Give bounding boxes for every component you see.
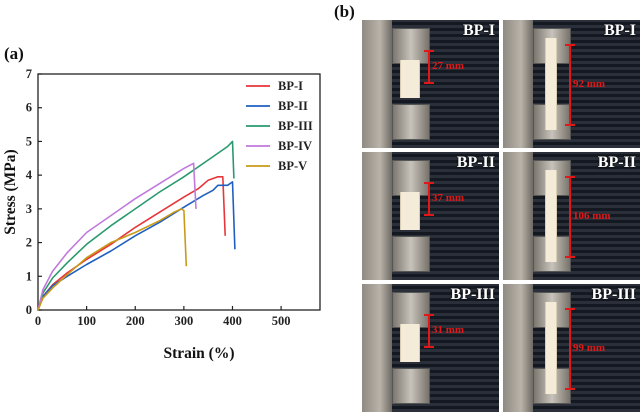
series-line-bp-ii (37, 181, 236, 311)
length-dimension-bar (565, 44, 575, 126)
plot-frame (37, 73, 321, 311)
specimen-strip (400, 192, 420, 230)
specimen-strip (545, 38, 557, 130)
x-tick-label: 300 (174, 314, 193, 328)
length-label: 31 mm (432, 324, 465, 336)
tensile-photo-grid: 27 mm BP-I 92 mm BP-I 37 mm BP-II 106 mm BP-II 3… (362, 20, 640, 412)
legend-label-bp-ii: BP-II (278, 99, 308, 113)
legend-label-bp-v: BP-V (278, 159, 307, 173)
legend-label-bp-iii: BP-III (278, 119, 313, 133)
series-line-bp-i (37, 176, 226, 311)
y-tick-label: 2 (26, 236, 32, 250)
y-axis-title: Stress (MPa) (2, 149, 19, 234)
y-tick-label: 0 (26, 303, 32, 317)
length-dimension-bar (424, 182, 434, 216)
x-tick-label: 500 (272, 314, 291, 328)
length-label: 37 mm (432, 192, 465, 204)
length-dimension-bar (424, 314, 434, 348)
sample-label: BP-I (604, 22, 636, 39)
upper-grip (392, 28, 430, 64)
panel-b-label: (b) (334, 2, 355, 21)
length-dimension-bar (424, 50, 434, 84)
specimen-strip (545, 170, 557, 262)
x-tick-label: 200 (126, 314, 145, 328)
tensile-photo-bp-iii-stretched: 99 mm BP-III (503, 284, 640, 412)
x-axis-title: Strain (%) (163, 345, 234, 362)
length-dimension-bar (565, 176, 575, 258)
x-tick-label: 100 (77, 314, 96, 328)
y-tick-label: 1 (26, 269, 32, 283)
specimen-strip (400, 60, 420, 98)
legend-label-bp-i: BP-I (278, 79, 303, 93)
y-tick-label: 4 (26, 168, 33, 182)
legend-label-bp-iv: BP-IV (278, 139, 312, 153)
stress-strain-chart: 0 100 200 300 400 500 0 1 2 3 4 5 6 7 Strain (%) Stress… (2, 67, 321, 362)
tensile-photo-bp-i-initial: 27 mm BP-I (362, 20, 499, 148)
sample-label: BP-II (597, 154, 636, 171)
lower-grip (392, 104, 430, 140)
upper-grip (392, 292, 430, 328)
y-tick-label: 3 (26, 202, 32, 216)
y-tick-label: 6 (26, 101, 32, 115)
length-label: 99 mm (573, 342, 606, 354)
tensile-photo-bp-iii-initial: 31 mm BP-III (362, 284, 499, 412)
y-tick-label: 5 (26, 134, 32, 148)
specimen-strip (545, 302, 557, 394)
sample-label: BP-III (450, 286, 495, 303)
specimen-strip (400, 324, 420, 362)
sample-label: BP-II (456, 154, 495, 171)
tensile-photo-bp-i-stretched: 92 mm BP-I (503, 20, 640, 148)
lower-grip (392, 368, 430, 404)
series-line-bp-v (37, 208, 188, 311)
y-tick-label: 7 (26, 67, 32, 81)
series-line-bp-iii (37, 140, 235, 311)
length-label: 92 mm (573, 78, 606, 90)
length-dimension-bar (565, 308, 575, 390)
tensile-photo-bp-ii-stretched: 106 mm BP-II (503, 152, 640, 280)
tensile-photo-bp-ii-initial: 37 mm BP-II (362, 152, 499, 280)
length-label: 106 mm (573, 210, 611, 222)
lower-grip (392, 236, 430, 272)
length-label: 27 mm (432, 60, 465, 72)
upper-grip (392, 160, 430, 196)
x-tick-label: 0 (35, 314, 41, 328)
sample-label: BP-I (463, 22, 495, 39)
sample-label: BP-III (591, 286, 636, 303)
panel-a-label: (a) (4, 44, 24, 63)
x-tick-label: 400 (223, 314, 242, 328)
series-line-bp-iv (37, 162, 197, 311)
